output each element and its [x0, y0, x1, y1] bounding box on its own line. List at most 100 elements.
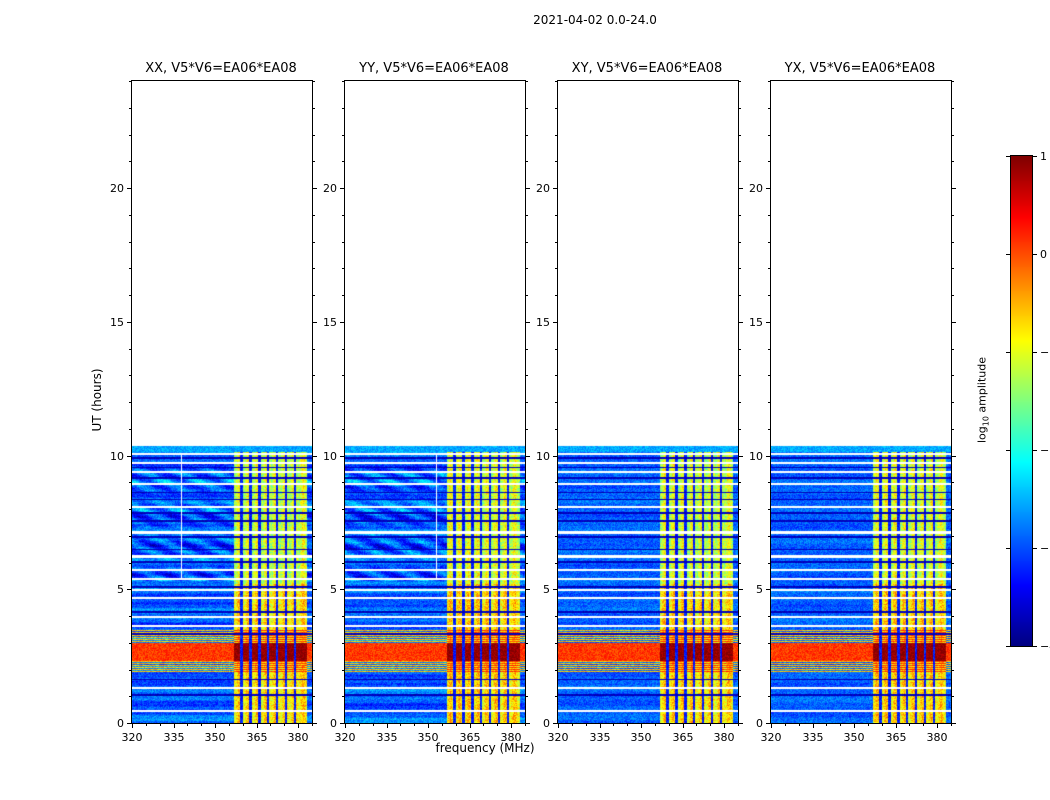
axis-tick [526, 670, 528, 671]
axis-tick [470, 724, 471, 728]
axis-tick [952, 723, 956, 724]
axis-tick [483, 724, 484, 726]
axis-tick [555, 108, 557, 109]
axis-tick [313, 456, 317, 457]
axis-tick [768, 295, 770, 296]
axis-tick [555, 616, 557, 617]
colorbar [1010, 155, 1033, 647]
axis-tick [526, 108, 528, 109]
axis-tick [655, 724, 656, 726]
axis-tick [342, 670, 344, 671]
axis-tick [896, 724, 897, 728]
axis-tick [526, 429, 528, 430]
axis-tick [342, 108, 344, 109]
axis-tick [739, 161, 741, 162]
axis-tick [555, 375, 557, 376]
y-tick-label: 20 [536, 182, 550, 195]
colorbar-tick [1033, 548, 1037, 549]
axis-tick [129, 242, 131, 243]
axis-tick [785, 724, 786, 726]
panel-title: YY, V5*V6=EA06*EA08 [359, 61, 509, 76]
y-tick-label: 0 [330, 717, 337, 730]
axis-tick [312, 724, 313, 726]
axis-tick [313, 295, 315, 296]
axis-tick [739, 429, 741, 430]
axis-tick [342, 242, 344, 243]
axis-tick [313, 616, 315, 617]
spectrogram-panel [344, 80, 526, 724]
spectrogram-canvas [771, 81, 951, 723]
axis-tick [129, 81, 131, 82]
y-tick-label: 5 [756, 583, 763, 596]
axis-tick [127, 589, 131, 590]
axis-tick [768, 643, 770, 644]
axis-tick [342, 536, 344, 537]
axis-tick [414, 724, 415, 726]
axis-tick [937, 724, 938, 728]
axis-tick [952, 268, 954, 269]
axis-tick [952, 509, 954, 510]
y-tick-label: 20 [749, 182, 763, 195]
colorbar-tick [1006, 548, 1010, 549]
axis-tick [555, 482, 557, 483]
axis-tick [526, 536, 528, 537]
axis-tick [127, 456, 131, 457]
axis-tick [129, 563, 131, 564]
axis-tick [313, 429, 315, 430]
axis-tick [342, 402, 344, 403]
axis-tick [129, 108, 131, 109]
y-tick-label: 10 [323, 450, 337, 463]
axis-tick [952, 242, 954, 243]
axis-tick [526, 375, 528, 376]
axis-tick [313, 349, 315, 350]
axis-tick [342, 375, 344, 376]
spectrogram-panel [557, 80, 739, 724]
spectrogram-canvas [558, 81, 738, 723]
axis-tick [553, 589, 557, 590]
axis-tick [768, 563, 770, 564]
axis-tick [813, 724, 814, 728]
axis-tick [952, 616, 954, 617]
axis-tick [342, 215, 344, 216]
axis-tick [342, 696, 344, 697]
axis-tick [129, 696, 131, 697]
axis-tick [129, 268, 131, 269]
axis-tick [313, 322, 317, 323]
axis-tick [340, 322, 344, 323]
axis-tick [342, 429, 344, 430]
y-axis-label: UT (hours) [90, 368, 104, 432]
axis-tick [313, 135, 315, 136]
colorbar-label-subscript: 10 [981, 416, 991, 427]
axis-tick [313, 215, 315, 216]
colorbar-tick [1033, 156, 1037, 157]
axis-tick [558, 724, 559, 728]
axis-tick [313, 81, 315, 82]
axis-tick [229, 724, 230, 726]
colorbar-tick-label: 0 [1040, 248, 1047, 261]
axis-tick [739, 375, 741, 376]
axis-tick [526, 242, 528, 243]
axis-tick [555, 349, 557, 350]
axis-tick [526, 295, 528, 296]
axis-tick [854, 724, 855, 728]
axis-tick [768, 135, 770, 136]
axis-tick [555, 161, 557, 162]
axis-tick [739, 135, 741, 136]
axis-tick [555, 536, 557, 537]
colorbar-tick [1006, 254, 1010, 255]
axis-tick [952, 482, 954, 483]
axis-tick [952, 322, 956, 323]
axis-tick [129, 536, 131, 537]
axis-tick [555, 215, 557, 216]
x-tick-label: 380 [500, 731, 522, 744]
axis-tick [739, 295, 741, 296]
axis-tick [342, 161, 344, 162]
x-tick-label: 380 [287, 731, 309, 744]
axis-tick [129, 295, 131, 296]
y-tick-label: 10 [110, 450, 124, 463]
axis-tick [739, 509, 741, 510]
axis-tick [342, 616, 344, 617]
axis-tick [526, 563, 528, 564]
axis-tick [683, 724, 684, 728]
axis-tick [340, 456, 344, 457]
